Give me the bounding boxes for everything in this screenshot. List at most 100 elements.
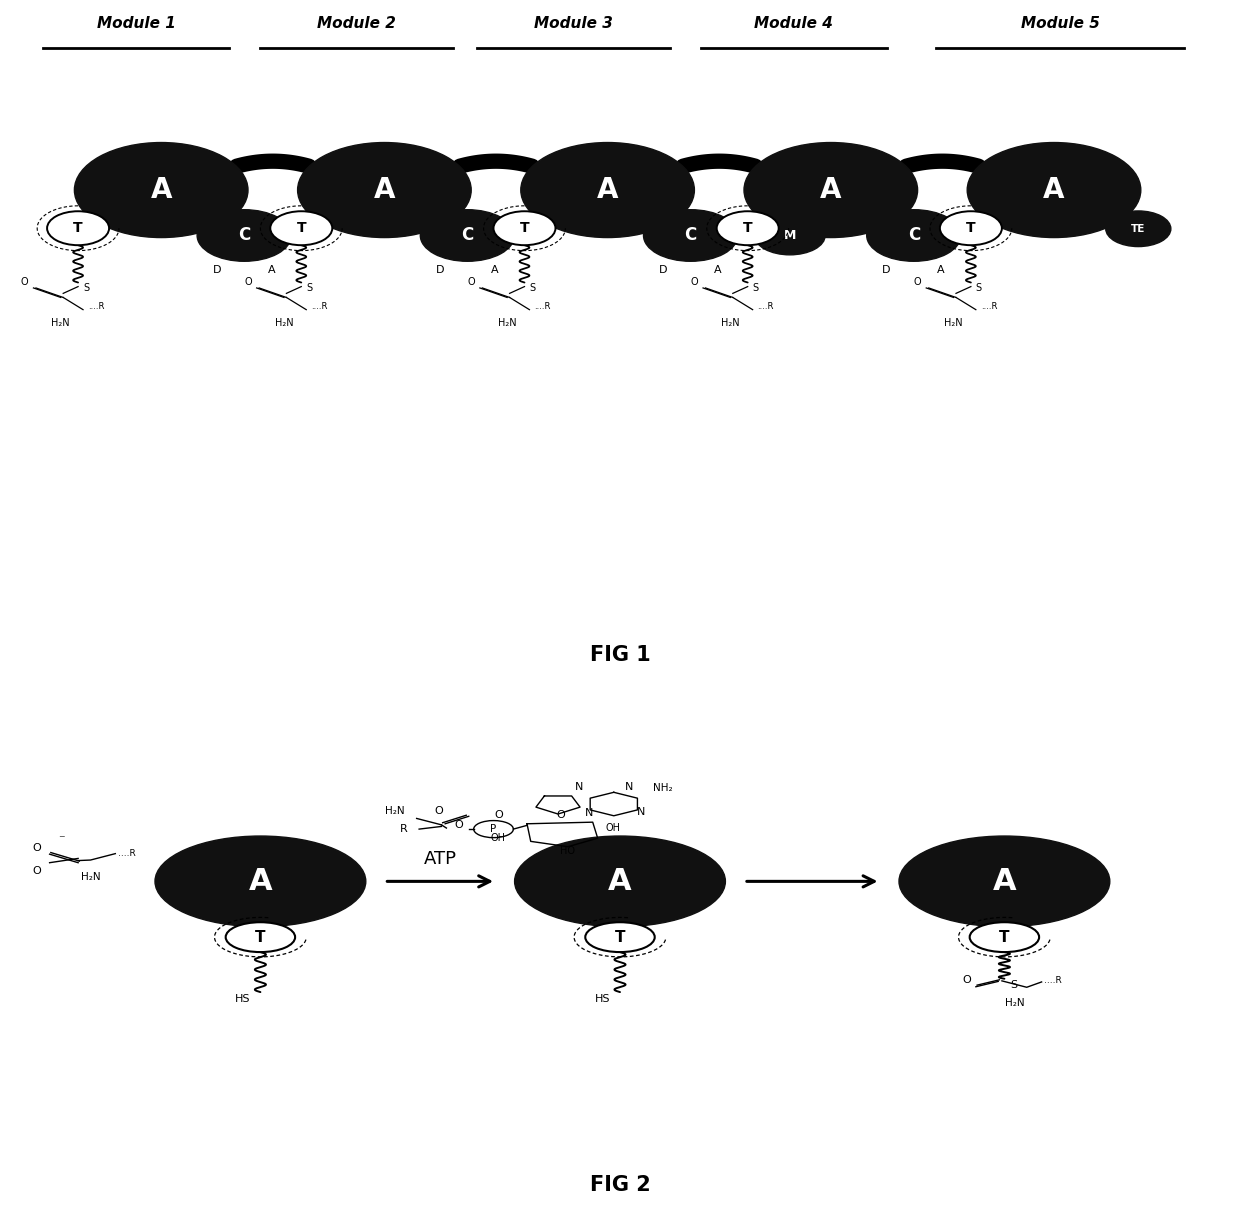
Text: FIG 2: FIG 2 xyxy=(590,1176,650,1195)
Text: M: M xyxy=(784,229,796,242)
Text: ....R: ....R xyxy=(311,303,327,311)
Text: ....R: ....R xyxy=(758,303,774,311)
Text: D: D xyxy=(883,265,890,275)
Text: T: T xyxy=(255,930,265,944)
Text: OH: OH xyxy=(605,823,620,833)
Text: ....R: ....R xyxy=(981,303,997,311)
Text: A: A xyxy=(268,265,275,275)
Text: O: O xyxy=(556,811,565,821)
Text: A: A xyxy=(992,867,1017,896)
Text: C: C xyxy=(238,227,250,245)
Text: S: S xyxy=(1011,979,1018,990)
Circle shape xyxy=(74,143,248,238)
Text: O: O xyxy=(962,974,972,985)
Text: A: A xyxy=(150,176,172,204)
Text: HS: HS xyxy=(236,994,250,1004)
Text: S: S xyxy=(83,282,89,292)
Text: A: A xyxy=(1043,176,1065,204)
Text: O: O xyxy=(454,821,464,830)
Text: Module 1: Module 1 xyxy=(97,16,176,30)
Text: H₂N: H₂N xyxy=(51,318,69,327)
Text: A: A xyxy=(937,265,945,275)
Text: Module 5: Module 5 xyxy=(1021,16,1100,30)
Circle shape xyxy=(226,922,295,953)
Circle shape xyxy=(270,211,332,245)
Text: HS: HS xyxy=(595,994,610,1004)
Circle shape xyxy=(155,836,366,927)
Text: A: A xyxy=(373,176,396,204)
Circle shape xyxy=(940,211,1002,245)
Text: T: T xyxy=(743,222,753,235)
Circle shape xyxy=(47,211,109,245)
Text: A: A xyxy=(248,867,273,896)
Text: FIG 1: FIG 1 xyxy=(590,645,650,665)
Text: NH₂: NH₂ xyxy=(653,783,673,793)
Text: A: A xyxy=(714,265,722,275)
Text: C: C xyxy=(908,227,920,245)
Circle shape xyxy=(754,216,825,255)
Text: C: C xyxy=(684,227,697,245)
Text: Module 4: Module 4 xyxy=(754,16,833,30)
Circle shape xyxy=(515,836,725,927)
Circle shape xyxy=(744,143,918,238)
Text: H₂N: H₂N xyxy=(720,318,739,327)
Text: R: R xyxy=(401,824,408,834)
Text: S: S xyxy=(753,282,759,292)
Text: ....R: ....R xyxy=(534,303,551,311)
Text: H₂N: H₂N xyxy=(1004,997,1024,1008)
Circle shape xyxy=(474,821,513,837)
Circle shape xyxy=(1106,211,1171,246)
Text: S: S xyxy=(306,282,312,292)
Text: N: N xyxy=(585,807,593,818)
Text: H₂N: H₂N xyxy=(944,318,962,327)
Text: H₂N: H₂N xyxy=(384,806,404,816)
Circle shape xyxy=(867,210,961,262)
Text: O: O xyxy=(691,276,698,286)
Text: H₂N: H₂N xyxy=(81,871,100,882)
Text: O: O xyxy=(21,276,29,286)
Circle shape xyxy=(970,922,1039,953)
Text: O: O xyxy=(32,844,42,853)
Text: S: S xyxy=(976,282,982,292)
Text: S: S xyxy=(529,282,536,292)
Text: T: T xyxy=(520,222,529,235)
Text: ....R: ....R xyxy=(118,848,135,858)
Circle shape xyxy=(967,143,1141,238)
Text: ATP: ATP xyxy=(424,850,456,868)
Circle shape xyxy=(298,143,471,238)
Text: H₂N: H₂N xyxy=(274,318,293,327)
Text: A: A xyxy=(596,176,619,204)
Circle shape xyxy=(899,836,1110,927)
Text: O: O xyxy=(494,811,503,821)
Text: ....R: ....R xyxy=(1044,977,1061,985)
Text: O: O xyxy=(914,276,921,286)
Text: TE: TE xyxy=(1131,224,1146,234)
Text: P: P xyxy=(490,824,497,834)
Text: T: T xyxy=(296,222,306,235)
Text: D: D xyxy=(213,265,221,275)
Text: N: N xyxy=(575,782,583,793)
Text: A: A xyxy=(608,867,632,896)
Text: ⁻: ⁻ xyxy=(58,834,64,847)
Text: Module 3: Module 3 xyxy=(534,16,613,30)
Circle shape xyxy=(197,210,291,262)
Text: C: C xyxy=(461,227,474,245)
Circle shape xyxy=(420,210,515,262)
Text: O: O xyxy=(467,276,475,286)
Text: N: N xyxy=(637,807,645,817)
Text: A: A xyxy=(491,265,498,275)
Text: H₂N: H₂N xyxy=(497,318,516,327)
Text: A: A xyxy=(820,176,842,204)
Text: O: O xyxy=(434,806,444,816)
Text: T: T xyxy=(73,222,83,235)
Text: HO: HO xyxy=(560,846,575,856)
Circle shape xyxy=(585,922,655,953)
Text: T: T xyxy=(615,930,625,944)
Text: T: T xyxy=(966,222,976,235)
Circle shape xyxy=(717,211,779,245)
Text: D: D xyxy=(660,265,667,275)
Circle shape xyxy=(494,211,556,245)
Circle shape xyxy=(521,143,694,238)
Text: OH: OH xyxy=(491,833,506,842)
Text: ....R: ....R xyxy=(88,303,104,311)
